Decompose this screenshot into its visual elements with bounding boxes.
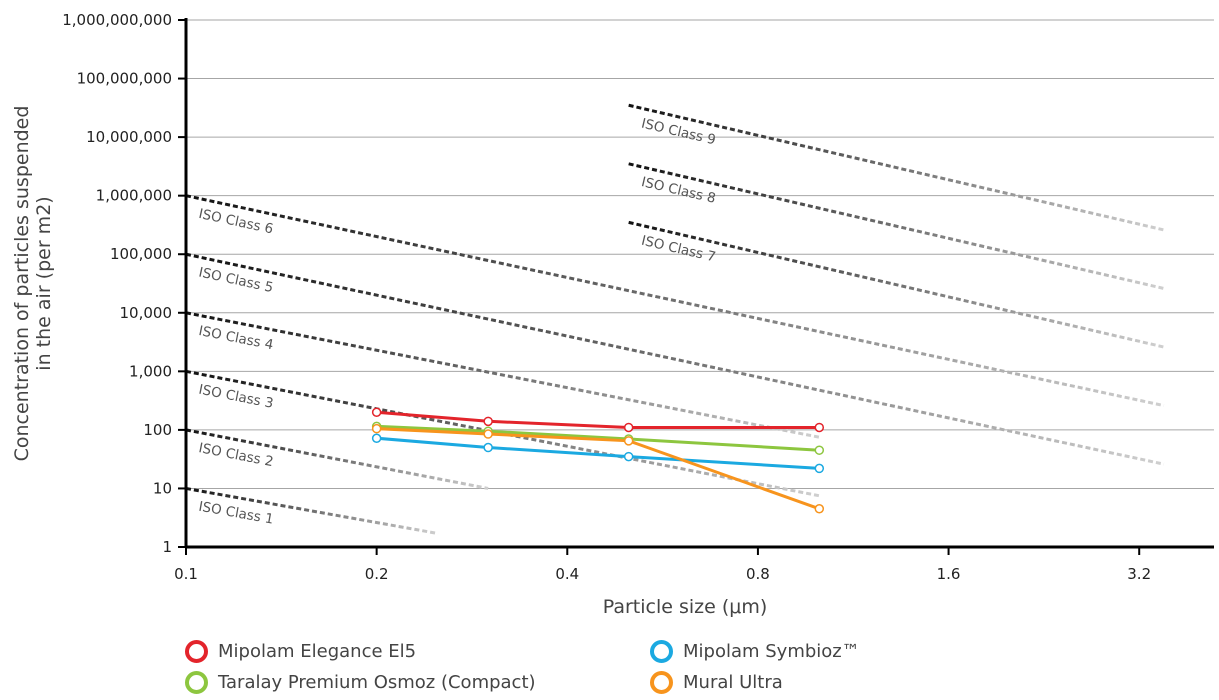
legend-item-taralay: Taralay Premium Osmoz (Compact) bbox=[185, 671, 536, 694]
legend-item-mural: Mural Ultra bbox=[650, 671, 783, 694]
legend-item-elegance: Mipolam Elegance El5 bbox=[185, 640, 416, 663]
data-point bbox=[623, 451, 634, 462]
iso-class-label: ISO Class 9 bbox=[640, 116, 718, 149]
x-tick-label: 0.4 bbox=[555, 565, 579, 583]
iso-class-line bbox=[628, 220, 1165, 349]
iso-class-label: ISO Class 8 bbox=[640, 174, 718, 207]
legend-label-taralay: Taralay Premium Osmoz (Compact) bbox=[218, 672, 536, 693]
data-point bbox=[483, 416, 493, 427]
y-tick-label: 1,000,000 bbox=[96, 187, 172, 205]
y-tick-label: 1,000 bbox=[129, 362, 172, 380]
y-tick-label: 100 bbox=[143, 421, 172, 439]
x-tick-label: 1.6 bbox=[937, 565, 961, 583]
y-tick-label: 100,000 bbox=[110, 245, 172, 263]
y-tick-label: 100,000,000 bbox=[77, 70, 172, 88]
y-tick-label: 1 bbox=[162, 538, 172, 556]
legend-marker-symbioz bbox=[650, 640, 673, 663]
series-line bbox=[376, 424, 820, 452]
iso-class-lines: ISO Class 1 ISO Class 2 ISO Class 3 ISO Cla… bbox=[185, 103, 1165, 535]
x-tick-label: 0.1 bbox=[174, 565, 198, 583]
iso-class-label: ISO Class 2 bbox=[197, 440, 275, 470]
x-tick-label: 3.2 bbox=[1127, 565, 1151, 583]
legend: Mipolam Elegance El5 Mipolam Symbioz™ Ta… bbox=[185, 638, 945, 698]
legend-label-symbioz: Mipolam Symbioz™ bbox=[683, 641, 860, 662]
legend-marker-elegance bbox=[185, 640, 208, 663]
data-point bbox=[814, 445, 825, 455]
iso-class-line bbox=[185, 428, 489, 490]
iso-class-line bbox=[185, 311, 820, 439]
data-point bbox=[814, 463, 825, 474]
y-axis-title-line-2: in the air (per m2) bbox=[33, 196, 55, 370]
x-axis-title: Particle size (μm) bbox=[603, 596, 768, 618]
data-point bbox=[623, 422, 634, 433]
iso-class-label: ISO Class 6 bbox=[197, 206, 275, 238]
y-tick-label: 10 bbox=[153, 479, 172, 497]
data-point bbox=[483, 429, 493, 439]
legend-label-mural: Mural Ultra bbox=[683, 672, 783, 693]
y-axis-title-line-1: Concentration of particles suspended bbox=[11, 106, 33, 462]
data-point bbox=[814, 504, 825, 514]
iso-class-line bbox=[628, 103, 1165, 232]
legend-marker-taralay bbox=[185, 671, 208, 694]
iso-class-label: ISO Class 7 bbox=[640, 233, 718, 266]
legend-marker-mural bbox=[650, 671, 673, 694]
data-point bbox=[371, 407, 382, 418]
axes bbox=[178, 18, 1214, 555]
iso-class-label: ISO Class 5 bbox=[197, 264, 275, 296]
series-line bbox=[376, 410, 820, 429]
chart: ISO Class 1 ISO Class 2 ISO Class 3 ISO Cla… bbox=[11, 11, 1214, 618]
x-tick-label: 0.8 bbox=[746, 565, 770, 583]
iso-class-label: ISO Class 3 bbox=[197, 382, 275, 412]
legend-item-symbioz: Mipolam Symbioz™ bbox=[650, 640, 860, 663]
data-point bbox=[371, 433, 382, 443]
axis-labels: 1 10 100 1,000 10,000 100,000 1,000,000 10,000,… bbox=[11, 11, 1151, 618]
iso-class-label: ISO Class 1 bbox=[197, 499, 275, 528]
legend-label-elegance: Mipolam Elegance El5 bbox=[218, 641, 417, 662]
iso-class-label: ISO Class 4 bbox=[197, 323, 275, 353]
data-point bbox=[483, 442, 493, 453]
data-point bbox=[814, 422, 825, 433]
data-series bbox=[371, 407, 825, 514]
series-line bbox=[376, 436, 820, 470]
gridlines bbox=[186, 19, 1214, 489]
iso-class-line bbox=[628, 162, 1165, 290]
y-tick-label: 10,000 bbox=[120, 304, 173, 322]
x-tick-label: 0.2 bbox=[365, 565, 389, 583]
iso-class-line bbox=[185, 252, 1165, 466]
data-point bbox=[371, 423, 382, 434]
data-point bbox=[623, 436, 634, 446]
iso-class-line bbox=[185, 194, 1165, 408]
series-line bbox=[376, 427, 820, 511]
y-tick-label: 1,000,000,000 bbox=[62, 11, 172, 29]
y-tick-label: 10,000,000 bbox=[86, 128, 172, 146]
iso-class-line bbox=[185, 486, 439, 535]
